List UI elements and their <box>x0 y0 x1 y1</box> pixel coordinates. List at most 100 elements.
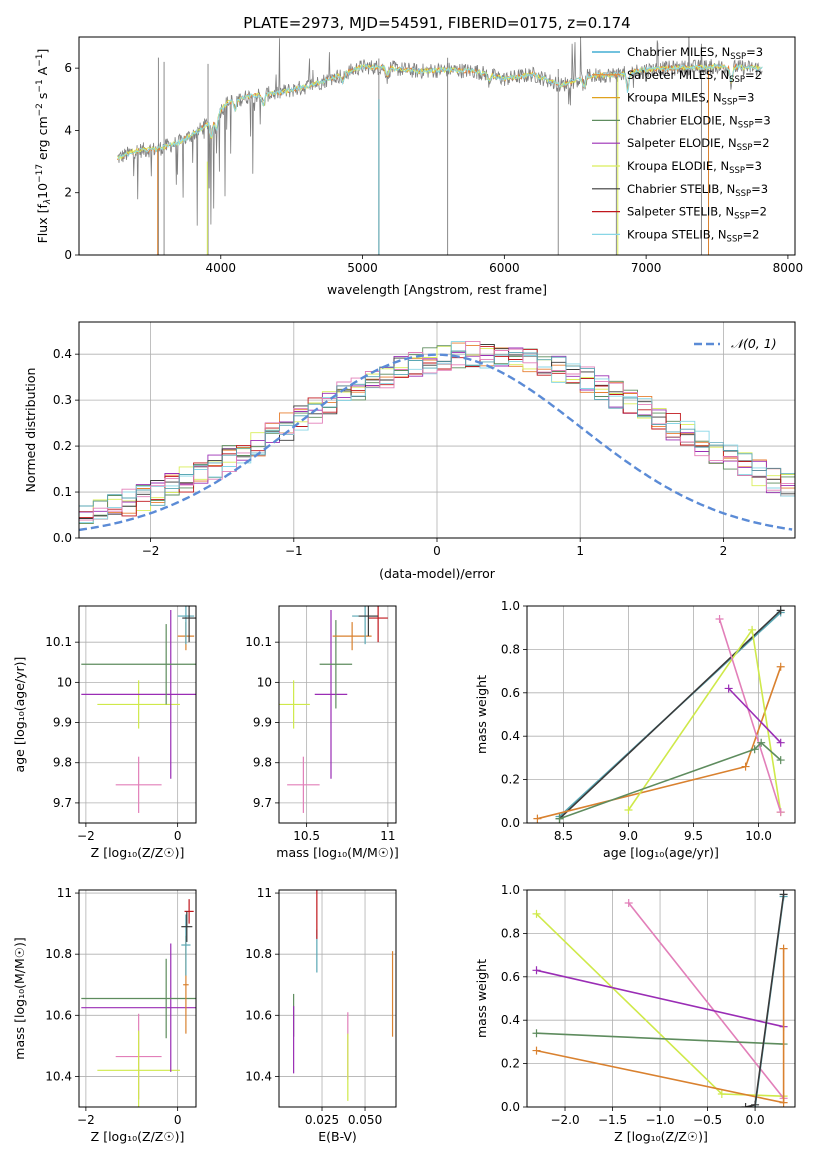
legend-entry: Chabrier ELODIE, NSSP=3 <box>627 113 771 130</box>
y-axis-label-part: ] <box>35 49 50 54</box>
histogram-series <box>79 340 795 521</box>
plot-area <box>532 890 788 1107</box>
weight-marker <box>776 738 785 747</box>
legend-value: =3 <box>754 113 771 127</box>
weight-marker <box>779 1098 788 1107</box>
y-tick-label: 4 <box>64 123 72 137</box>
legend-sub: SSP <box>727 234 743 244</box>
legend-sub: SSP <box>729 166 745 176</box>
weight-line <box>628 902 785 1099</box>
y-tick-label: 0.0 <box>501 816 520 830</box>
age-mass-axes: 10.5 11 9.7 9.8 9.9 10 10.1 mass [log₁₀(M/M☉)] <box>245 605 399 860</box>
legend-entry: Kroupa MILES, NSSP=3 <box>627 91 754 108</box>
axes-frame <box>526 889 796 1108</box>
y-tick-label: 9.9 <box>53 716 72 730</box>
legend-entry: Kroupa ELODIE, NSSP=3 <box>627 159 762 176</box>
x-axis-label: (data-model)/error <box>379 566 496 581</box>
legend-sub: SSP <box>737 143 753 153</box>
y-tick-label: 10.4 <box>245 1069 272 1083</box>
legend-value: =3 <box>745 159 762 173</box>
y-axis-label: Flux [fλ10−17 erg cm−2 s−1 A−1] <box>35 49 53 244</box>
x-axis-label: Z [log₁₀(Z/Z☉)] <box>91 1129 185 1144</box>
y-tick-label: 10.8 <box>45 947 72 961</box>
y-tick-label: 10 <box>57 675 72 689</box>
model-spectrum <box>117 63 763 161</box>
plot-area <box>533 606 785 823</box>
age-Z-axes: −2 0 9.7 9.8 9.9 10 10.1 Z [log₁₀(Z/Z☉)] age [lo… <box>12 605 197 860</box>
weight-marker <box>532 909 541 918</box>
legend-entry: Salpeter ELODIE, NSSP=2 <box>627 136 770 153</box>
y-tick-label: 0.2 <box>53 439 72 453</box>
axes-frame <box>78 36 796 256</box>
y-tick-label: 0.4 <box>501 1013 520 1027</box>
legend-sub: SSP <box>722 98 738 108</box>
weight-marker <box>757 738 766 747</box>
y-axis-label-part: A <box>35 66 50 79</box>
y-tick-label: 9.8 <box>53 756 72 770</box>
weight-marker <box>776 662 785 671</box>
axes-frame <box>78 605 197 824</box>
x-tick-label: 0.050 <box>348 1113 382 1127</box>
legend-entry: 𝒩(0, 1) <box>731 336 777 351</box>
y-tick-label: 11 <box>57 886 72 900</box>
plot-area <box>81 899 196 1107</box>
legend-entry: Kroupa STELIB, NSSP=2 <box>627 227 759 244</box>
x-tick-label: 7000 <box>631 261 662 275</box>
figure-title: PLATE=2973, MJD=54591, FIBERID=0175, z=0… <box>243 14 630 32</box>
weight-marker <box>751 1100 760 1107</box>
x-tick-label: 5000 <box>347 261 378 275</box>
y-tick-label: 10.6 <box>45 1008 72 1022</box>
legend-sub: SSP <box>729 75 745 85</box>
legend-value: =3 <box>751 182 768 196</box>
legend-name: Salpeter MILES, N <box>627 68 729 82</box>
weight-marker <box>532 1029 541 1038</box>
plot-area <box>293 890 394 1101</box>
x-axis-label: Z [log₁₀(Z/Z☉)] <box>91 845 185 860</box>
weight-marker <box>724 684 733 693</box>
y-axis-label-part: −2 <box>35 103 45 116</box>
x-tick-label: 9.0 <box>619 829 638 843</box>
weight-marker <box>717 1089 726 1098</box>
weight-marker <box>776 606 785 615</box>
weight-marker <box>776 756 785 765</box>
weight-marker <box>532 1046 541 1055</box>
y-axis-label: mass weight <box>474 959 489 1038</box>
y-tick-label: 9.8 <box>253 756 272 770</box>
histogram-series <box>79 344 795 524</box>
legend-name: Salpeter STELIB, N <box>627 205 734 219</box>
weight-marker <box>741 762 750 771</box>
plot-area <box>81 606 196 813</box>
y-tick-label: 2 <box>64 186 72 200</box>
y-tick-label: 10.8 <box>245 947 272 961</box>
y-axis-label-part: s <box>35 93 50 104</box>
y-axis-label: age [log₁₀(age/yr)] <box>12 657 27 773</box>
axes-frame <box>526 605 796 824</box>
y-tick-label: 0.1 <box>53 485 72 499</box>
plot-area <box>79 340 795 532</box>
x-tick-label: 0 <box>433 544 441 558</box>
y-axis-label-part: erg cm <box>35 116 50 164</box>
x-tick-label: −1 <box>285 544 303 558</box>
x-tick-label: 0.0 <box>746 1113 765 1127</box>
x-tick-label: −2.0 <box>550 1113 579 1127</box>
y-axis-label-part: −1 <box>35 54 45 67</box>
y-tick-label: 11 <box>257 886 272 900</box>
x-tick-label: 4000 <box>206 261 237 275</box>
weight-line <box>558 609 782 820</box>
legend-value: =3 <box>746 45 763 59</box>
y-axis-label: mass weight <box>474 675 489 754</box>
axes-frame <box>278 605 397 824</box>
y-tick-label: 0.0 <box>53 531 72 545</box>
x-tick-label: 0.025 <box>305 1113 339 1127</box>
y-axis-label-part: −17 <box>35 164 45 183</box>
x-axis-label: wavelength [Angstrom, rest frame] <box>327 282 547 297</box>
y-tick-label: 0.6 <box>501 686 520 700</box>
histogram-series <box>79 341 795 524</box>
x-tick-label: −1.5 <box>598 1113 627 1127</box>
y-tick-label: 0.4 <box>501 729 520 743</box>
y-tick-label: 1.0 <box>501 883 520 897</box>
x-tick-label: 10.0 <box>745 829 772 843</box>
x-tick-label: −2 <box>142 544 160 558</box>
x-tick-label: −1.0 <box>645 1113 674 1127</box>
spectrum-axes: 4000 5000 6000 7000 8000 0 2 4 6 wavelength [Angs… <box>35 36 803 297</box>
